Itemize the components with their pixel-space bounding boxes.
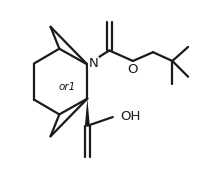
Text: N: N [89,57,98,70]
Text: or1: or1 [58,82,76,92]
Text: OH: OH [121,110,141,123]
Text: O: O [128,63,138,76]
Polygon shape [85,99,90,126]
